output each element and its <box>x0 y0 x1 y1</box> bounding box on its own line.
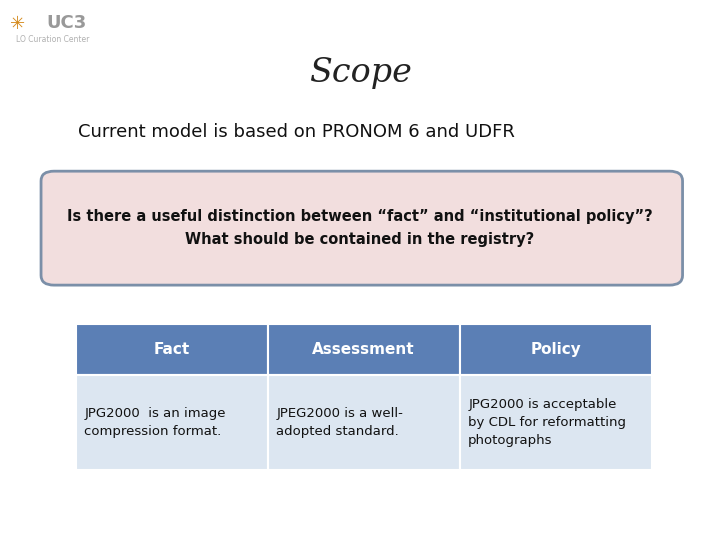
Text: JPG2000  is an image
compression format.: JPG2000 is an image compression format. <box>84 407 226 438</box>
Text: Is there a useful distinction between “fact” and “institutional policy”?
What sh: Is there a useful distinction between “f… <box>67 209 653 247</box>
FancyBboxPatch shape <box>268 324 459 375</box>
Text: ✳: ✳ <box>10 15 26 33</box>
Text: Policy: Policy <box>530 342 581 357</box>
FancyBboxPatch shape <box>76 324 268 375</box>
Text: JPG2000 is acceptable
by CDL for reformatting
photographs: JPG2000 is acceptable by CDL for reforma… <box>468 398 626 447</box>
FancyBboxPatch shape <box>268 375 459 470</box>
Text: JPEG2000 is a well-
adopted standard.: JPEG2000 is a well- adopted standard. <box>276 407 403 438</box>
Text: UC3: UC3 <box>47 14 87 32</box>
Text: Scope: Scope <box>309 57 411 89</box>
Text: Assessment: Assessment <box>312 342 415 357</box>
FancyBboxPatch shape <box>459 375 652 470</box>
FancyBboxPatch shape <box>459 324 652 375</box>
Text: Fact: Fact <box>153 342 190 357</box>
Text: Current model is based on PRONOM 6 and UDFR: Current model is based on PRONOM 6 and U… <box>78 123 515 141</box>
FancyBboxPatch shape <box>76 375 268 470</box>
Text: LO Curation Center: LO Curation Center <box>16 36 89 44</box>
FancyBboxPatch shape <box>41 171 683 285</box>
